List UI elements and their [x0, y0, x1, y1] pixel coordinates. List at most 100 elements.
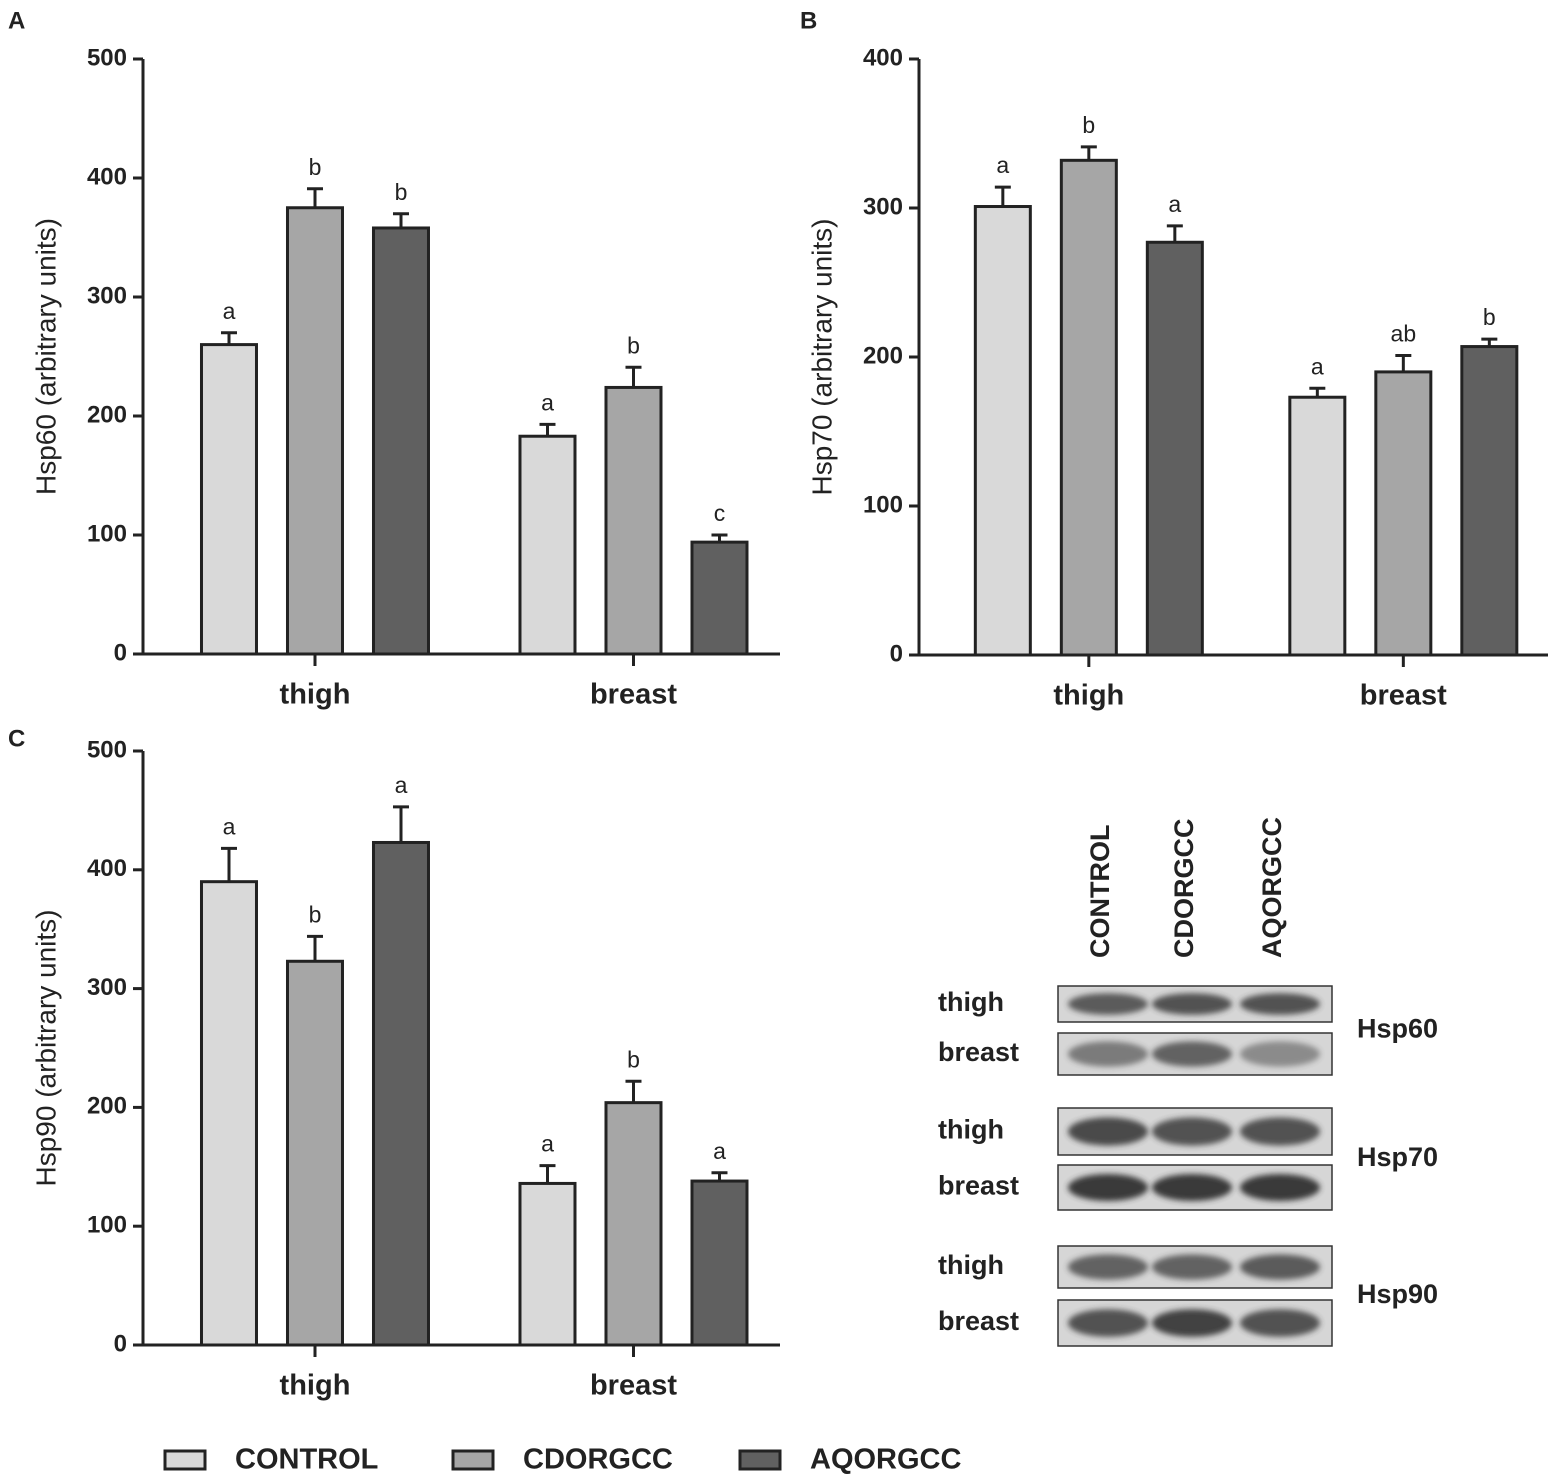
y-tick-label: 300 — [87, 282, 127, 309]
bar — [1145, 240, 1204, 657]
x-tick-label: thigh — [1053, 680, 1124, 712]
y-tick-label: 400 — [87, 855, 127, 882]
blot-band — [1152, 1174, 1232, 1201]
significance-letter: b — [1483, 304, 1496, 330]
significance-letter: b — [1082, 112, 1095, 138]
y-axis-label: Hsp90 (arbitrary units) — [30, 910, 61, 1187]
blot-band — [1068, 993, 1148, 1015]
y-tick-label: 400 — [87, 163, 127, 190]
y-tick-label: 400 — [863, 44, 903, 71]
legend-label: AQORGCC — [810, 1444, 962, 1476]
blot-band — [1240, 1174, 1320, 1201]
blot-band — [1240, 1254, 1320, 1280]
x-tick-label: breast — [590, 679, 677, 711]
significance-letter: a — [541, 389, 554, 415]
y-tick-label: 0 — [890, 640, 903, 667]
significance-letter: b — [627, 1046, 640, 1072]
y-tick-label: 0 — [114, 1330, 127, 1357]
legend-label: CDORGCC — [523, 1444, 673, 1476]
panel-label: B — [800, 7, 817, 34]
bar — [973, 205, 1032, 657]
y-tick-label: 100 — [87, 1212, 127, 1239]
blot-protein-label: Hsp60 — [1357, 1014, 1438, 1044]
bar — [690, 1179, 749, 1347]
x-tick-label: thigh — [280, 679, 351, 711]
blot-band — [1240, 993, 1320, 1015]
bar — [371, 840, 430, 1347]
significance-letter: b — [395, 179, 408, 205]
panel-label: C — [8, 725, 25, 752]
y-tick-label: 100 — [87, 520, 127, 547]
blot-row-label: thigh — [938, 1250, 1004, 1280]
y-tick-label: 200 — [87, 401, 127, 428]
y-tick-label: 200 — [87, 1093, 127, 1120]
significance-letter: a — [1168, 191, 1181, 217]
bar — [199, 880, 258, 1347]
blot-row-label: breast — [938, 1037, 1019, 1067]
lane-label: AQORGCC — [1257, 817, 1287, 958]
significance-letter: b — [309, 154, 322, 180]
blot-row-label: thigh — [938, 1115, 1004, 1145]
bar — [690, 540, 749, 656]
blot-protein-label: Hsp70 — [1357, 1142, 1438, 1172]
bar — [1460, 345, 1519, 657]
legend-swatch — [163, 1449, 207, 1471]
blot-band — [1068, 1117, 1148, 1146]
x-tick-label: breast — [1360, 680, 1447, 712]
bar — [285, 959, 344, 1347]
bar — [1288, 395, 1347, 657]
blot-band — [1240, 1309, 1320, 1337]
bar — [371, 226, 430, 656]
blot-band — [1152, 1309, 1232, 1337]
significance-letter: a — [395, 772, 408, 798]
blot-band — [1068, 1174, 1148, 1201]
y-tick-label: 500 — [87, 44, 127, 71]
bar — [518, 434, 577, 656]
significance-letter: b — [627, 332, 640, 358]
bar — [285, 206, 344, 656]
blot-protein-label: Hsp90 — [1357, 1279, 1438, 1309]
bar — [518, 1181, 577, 1347]
y-axis-label: Hsp70 (arbitrary units) — [806, 219, 837, 496]
y-tick-label: 300 — [863, 193, 903, 220]
blot-row-label: breast — [938, 1306, 1019, 1336]
significance-letter: a — [223, 298, 236, 324]
bar — [199, 343, 258, 656]
y-tick-label: 100 — [863, 491, 903, 518]
bar — [604, 1101, 663, 1347]
y-tick-label: 200 — [863, 342, 903, 369]
blot-band — [1152, 993, 1232, 1015]
blot-row-label: breast — [938, 1171, 1019, 1201]
blot-row-label: thigh — [938, 987, 1004, 1017]
y-tick-label: 300 — [87, 974, 127, 1001]
significance-letter: a — [1311, 353, 1324, 379]
y-tick-label: 500 — [87, 736, 127, 763]
panel-label: A — [8, 7, 25, 34]
blot-band — [1068, 1309, 1148, 1337]
significance-letter: b — [309, 901, 322, 927]
significance-letter: c — [714, 500, 726, 526]
bar — [604, 385, 663, 656]
lane-label: CONTROL — [1085, 825, 1115, 958]
blot-band — [1152, 1041, 1232, 1067]
significance-letter: a — [996, 152, 1009, 178]
significance-letter: a — [541, 1131, 554, 1157]
y-tick-label: 0 — [114, 639, 127, 666]
x-tick-label: thigh — [280, 1370, 351, 1402]
blot-band — [1152, 1254, 1232, 1280]
blot-band — [1152, 1117, 1232, 1146]
x-tick-label: breast — [590, 1370, 677, 1402]
significance-letter: a — [713, 1138, 726, 1164]
legend-swatch — [738, 1449, 782, 1471]
bar — [1374, 370, 1433, 657]
blot-band — [1240, 1117, 1320, 1146]
blot-band — [1240, 1041, 1320, 1067]
legend-swatch — [451, 1449, 495, 1471]
y-axis-label: Hsp60 (arbitrary units) — [30, 218, 61, 495]
lane-label: CDORGCC — [1169, 819, 1199, 959]
blot-band — [1068, 1041, 1148, 1067]
bar — [1059, 158, 1118, 657]
legend-label: CONTROL — [235, 1444, 378, 1476]
significance-letter: ab — [1391, 321, 1417, 347]
